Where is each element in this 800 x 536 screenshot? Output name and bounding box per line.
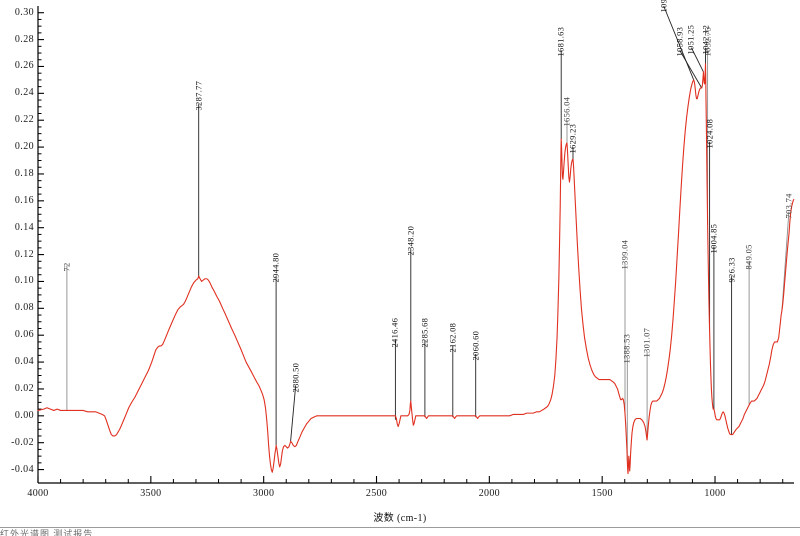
peak-label: 1629.23 (567, 123, 578, 154)
y-tick-label: -0.04 (11, 463, 34, 475)
x-tick-label: 3000 (253, 488, 275, 499)
y-tick-label: 0.06 (14, 329, 34, 341)
y-tick-label: 0.16 (14, 194, 34, 206)
peak-label: 1656.04 (561, 96, 572, 127)
peak-label: 1094.36 (658, 0, 668, 13)
peak-label: 1024.08 (704, 118, 715, 149)
x-axis-ticks (37, 476, 784, 483)
x-tick-label: 4000 (27, 488, 49, 499)
peak-label: 926.33 (726, 257, 737, 283)
y-tick-label: 0.14 (14, 221, 34, 233)
y-tick-label: 0.30 (14, 6, 34, 18)
x-tick-label: 3500 (140, 488, 162, 499)
peak-label: 2944.80 (270, 252, 281, 283)
y-tick-label: 0.22 (14, 114, 34, 126)
peak-label: 3287.77 (193, 80, 204, 111)
y-tick-label: 0.08 (14, 302, 34, 314)
y-tick-label: 0.18 (14, 167, 34, 179)
peak-label: 72 (61, 262, 72, 272)
y-tick-label: -0.02 (11, 436, 34, 448)
peak-label: 703.74 (783, 192, 794, 219)
peak-label: 1032.75 (702, 27, 713, 57)
x-axis-title: 波数 (cm-1) (373, 513, 427, 524)
y-tick-label: 0.26 (14, 60, 34, 72)
peak-label: 1051.25 (685, 24, 696, 55)
peak-label: 1399.04 (619, 239, 630, 270)
x-tick-label: 2500 (365, 488, 388, 499)
axis-lines (37, 6, 794, 484)
peak-label: 2880.50 (290, 363, 301, 393)
y-axis-ticks (38, 12, 44, 471)
peak-label: 1388.53 (621, 333, 632, 364)
y-tick-label: 0.24 (14, 87, 34, 99)
y-tick-label: 0.12 (14, 248, 34, 260)
y-tick-label: 0.10 (14, 275, 34, 287)
peak-label: 1004.85 (708, 223, 719, 253)
peak-label: 2060.60 (470, 330, 481, 361)
y-tick-label: 0.04 (14, 356, 34, 368)
x-tick-label: 1500 (591, 488, 613, 499)
y-tick-label: 0.00 (14, 409, 34, 421)
footer-strip: 红外光谱图 测试报告 (0, 527, 800, 536)
y-tick-label: 0.20 (14, 141, 34, 153)
peak-label: 1058.93 (674, 27, 685, 57)
peak-label: 2162.08 (447, 322, 458, 353)
peak-label: 2285.68 (419, 317, 430, 348)
annotation-leader-lines (66, 5, 790, 462)
x-tick-label: 2000 (478, 488, 500, 499)
peak-label: 849.05 (743, 243, 754, 270)
y-tick-label: 0.02 (14, 382, 34, 394)
peak-label: 1681.63 (555, 27, 566, 57)
peak-label: 1301.07 (641, 328, 652, 358)
y-tick-label: 0.28 (14, 33, 34, 45)
spectrum-curve (37, 63, 795, 475)
peak-label: 2416.46 (389, 317, 400, 348)
footer-text: 红外光谱图 测试报告 (0, 529, 94, 536)
x-tick-label: 1000 (704, 488, 726, 499)
peak-label: 2348.20 (405, 225, 416, 256)
